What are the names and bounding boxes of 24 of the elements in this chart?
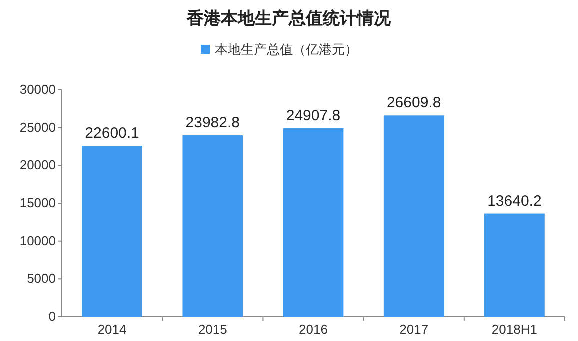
data-label: 24907.8	[286, 108, 341, 125]
y-tick-label: 30000	[20, 82, 56, 97]
y-tick-label: 5000	[27, 271, 56, 286]
data-label: 13640.2	[488, 192, 542, 210]
bar	[82, 146, 142, 317]
x-tick-label: 2018H1	[492, 322, 538, 337]
bar	[182, 136, 244, 317]
y-tick-label: 15000	[20, 196, 56, 210]
data-label: 22600.1	[85, 124, 140, 142]
y-tick-label: 0	[48, 309, 56, 324]
x-tick-label: 2017	[400, 322, 429, 337]
chart-title: 香港本地生产总值统计情况	[186, 9, 392, 28]
y-tick-label: 20000	[20, 158, 56, 173]
y-tick-label: 25000	[20, 120, 56, 135]
data-label: 26609.8	[386, 94, 442, 112]
x-tick-label: 2015	[198, 322, 228, 337]
bar	[283, 128, 344, 317]
bar	[384, 116, 444, 317]
x-tick-label: 2014	[98, 322, 127, 337]
data-label: 23982.8	[186, 114, 240, 132]
y-tick-label: 10000	[20, 233, 56, 248]
x-tick-label: 2016	[299, 322, 328, 337]
bar	[484, 214, 545, 317]
legend-label: 本地生产总值（亿港元）	[215, 42, 358, 57]
